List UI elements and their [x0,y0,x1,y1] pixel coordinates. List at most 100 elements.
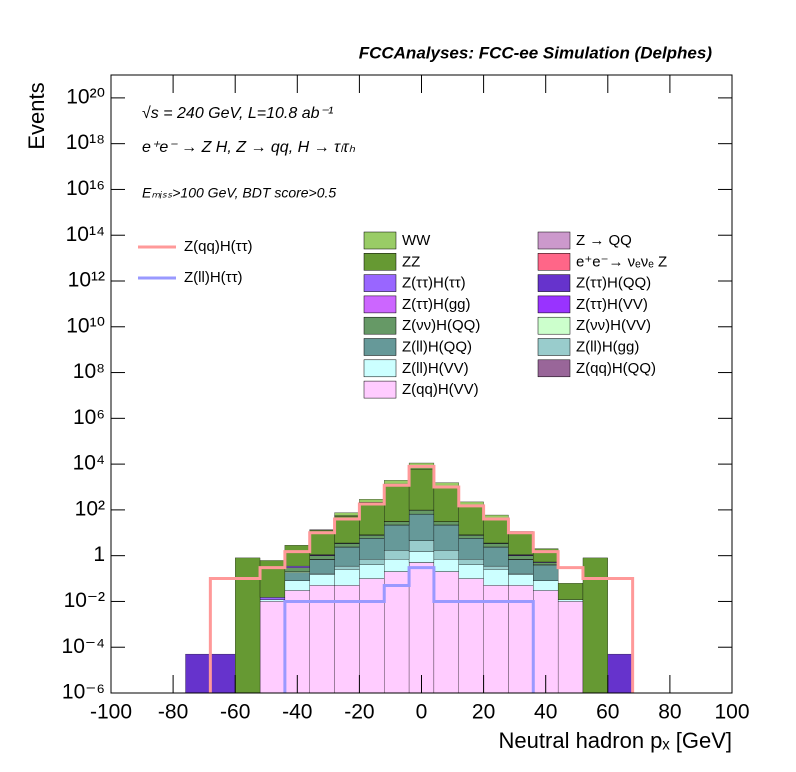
legend-swatch [363,295,397,314]
legend-label: Z(ll)H(gg) [576,338,639,355]
line-series [208,464,635,693]
bar-segment [384,521,410,526]
bar-segment [235,557,261,694]
bar-segment [284,565,310,568]
legend-label: Z(qq)H(VV) [402,381,479,398]
bar-segment [384,571,410,694]
bar-segment [309,585,335,694]
bar-segment [433,521,459,526]
y-tick-label: 10⁻² [64,589,105,612]
y-tick-label: 10¹⁴ [66,223,105,246]
y-tick-label: 10¹² [68,269,105,292]
x-tick-label: 40 [534,701,557,724]
bar-segment [284,580,310,591]
annotation: √s = 240 GeV, L=10.8 ab⁻¹ [142,105,333,122]
bar-segment [557,583,584,600]
bar-segment [309,574,335,586]
legend-label: Z(ll)H(VV) [402,360,469,377]
bar-segment [259,601,286,694]
bar-segment [210,653,236,694]
legend-label: Z(ττ)H(QQ) [576,275,651,292]
bar-segment [334,515,360,544]
bar-segment [384,550,410,560]
legend-swatch [537,316,571,335]
bar-segment [284,567,310,572]
legend-swatch [363,380,397,399]
bar-segment [334,543,360,548]
bar-segment [508,585,534,694]
legend-swatch [363,274,397,292]
bar-segment [433,486,459,522]
x-tick-label: -20 [344,701,374,724]
bar-segment [483,569,509,586]
bar-segment [433,550,459,560]
bar-segment [359,535,385,539]
y-tick-label: 10¹⁰ [66,314,105,337]
legend-swatch [363,338,397,356]
bar-segment [458,564,484,579]
bar-segment [384,559,410,572]
x-tick-label: 20 [472,701,495,724]
bar-segment [408,551,435,563]
legend-label: Z(ll)H(ττ) [184,269,243,286]
legend-swatch [363,231,397,250]
bar-segment [483,543,509,548]
bar-segment [533,562,559,565]
bar-segment [433,559,459,572]
bar-segment [259,560,286,598]
bar-segment [458,559,484,565]
legend-label: Z(νν)H(QQ) [402,317,480,334]
bar-segment [458,535,484,539]
bar-segment [483,585,509,694]
legend-label: e⁺e⁻→ νₑνₑ Z [576,253,667,270]
bar-segment [384,484,410,522]
bar-segment [582,557,608,694]
y-axis-label: Events [24,82,49,149]
legend-swatch [537,359,571,378]
x-tick-label: 100 [714,701,749,724]
bar-segment [433,571,459,694]
bar-segment [359,502,385,536]
bar-segment [483,514,509,519]
bar-segment [508,555,534,560]
bar-segment [359,564,385,579]
x-tick-label: 0 [416,701,428,724]
legend-label: Z → QQ [576,232,632,249]
bar-segment [408,468,435,511]
annotation: e⁺e⁻ → Z H, Z → qq, H → τₗτₕ [142,139,356,156]
bar-segment [284,572,310,581]
bar-segment [359,578,385,694]
bar-segment [384,524,410,551]
legend-label: Z(ττ)H(gg) [402,296,471,313]
bar-segment [508,574,534,586]
bar-segment [508,531,534,555]
legend-label: Z(qq)H(QQ) [576,360,656,377]
bar-segment [309,559,335,574]
legend-label: Z(qq)H(ττ) [184,238,253,255]
legend-swatch [363,359,397,378]
bar-segment [359,559,385,565]
bar-segment [607,653,633,694]
legend-swatch [537,231,571,250]
bar-segment [433,524,459,551]
legend-label: ZZ [402,253,420,270]
legend-swatch [537,253,571,271]
chart-title: FCCAnalyses: FCC-ee Simulation (Delphes) [359,43,713,62]
y-tick-label: 10²⁰ [66,85,105,108]
bar-segment [458,578,484,694]
bar-segment [408,514,435,541]
bar-segment [533,565,559,581]
legend-label: Z(ll)H(QQ) [402,338,472,355]
bar-segment [334,569,360,586]
y-tick-label: 10² [75,497,105,520]
legend-label: Z(ττ)H(VV) [576,296,648,313]
y-tick-label: 10⁻⁴ [62,635,105,658]
x-axis-label: Neutral hadron pₓ [GeV] [499,728,732,753]
y-tick-label: 10¹⁸ [66,131,105,154]
bar-segment [185,653,211,694]
y-tick-label: 10⁸ [73,360,105,383]
bar-segment [334,512,360,516]
annotation: Eₘᵢₛₛ>100 GeV, BDT score>0.5 [142,185,336,201]
legend-swatch [363,316,397,335]
